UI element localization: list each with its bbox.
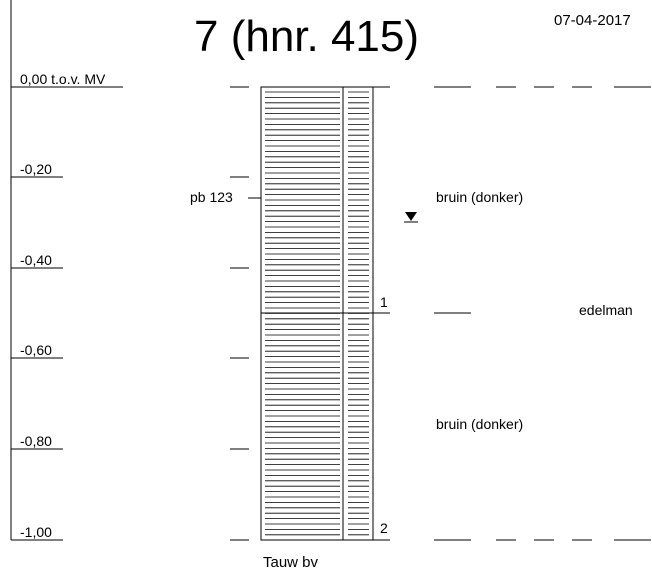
layer-1-number: 1: [380, 294, 388, 310]
depth-label-5: -1,00: [20, 524, 52, 540]
layer-2-description: bruin (donker): [436, 416, 524, 432]
sample-label: pb 123: [190, 189, 233, 205]
layer-2-number: 2: [380, 520, 388, 536]
depth-label-0: 0,00 t.o.v. MV: [20, 71, 106, 87]
footer-company: Tauw bv: [263, 554, 319, 571]
column-hatching: [265, 91, 369, 536]
layer-1-method: edelman: [579, 302, 633, 318]
depth-label-1: -0,20: [20, 161, 52, 177]
page-title: 7 (hnr. 415): [194, 12, 420, 61]
depth-label-3: -0,60: [20, 342, 52, 358]
date-label: 07-04-2017: [554, 12, 631, 29]
depth-label-2: -0,40: [20, 252, 52, 268]
layer-1-description: bruin (donker): [436, 189, 524, 205]
groundwater-level-icon: [405, 212, 417, 221]
depth-label-4: -0,80: [20, 433, 52, 449]
